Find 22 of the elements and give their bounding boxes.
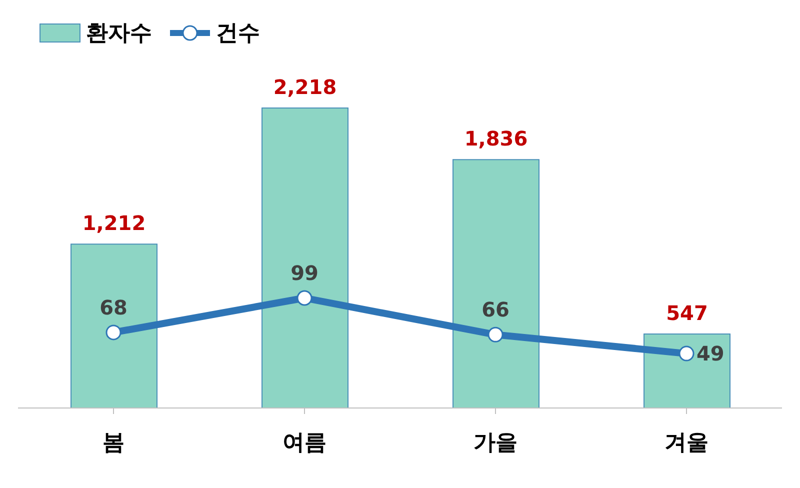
data-label: 68 (100, 295, 128, 320)
legend-label: 건수 (215, 20, 260, 48)
point (678, 346, 694, 362)
x-tick-label: 겨울 (664, 430, 708, 456)
bar (70, 244, 158, 408)
x-tick-label: 봄 (102, 430, 124, 456)
data-label: 2,218 (273, 75, 337, 99)
data-label: 66 (482, 298, 510, 322)
bar (262, 108, 348, 408)
data-label: 49 (696, 342, 724, 366)
x-tick-label: 여름 (282, 430, 326, 456)
point (106, 324, 122, 340)
bar (644, 334, 730, 408)
bar (452, 159, 540, 408)
data-label: 1,212 (82, 211, 146, 236)
point (488, 326, 504, 342)
legend-label: 환자수 (85, 20, 152, 48)
data-label: 99 (290, 261, 318, 285)
x-tick-label: 가을 (474, 430, 518, 456)
data-label: 1,836 (464, 126, 528, 151)
point (296, 290, 312, 306)
data-label: 547 (666, 301, 708, 326)
